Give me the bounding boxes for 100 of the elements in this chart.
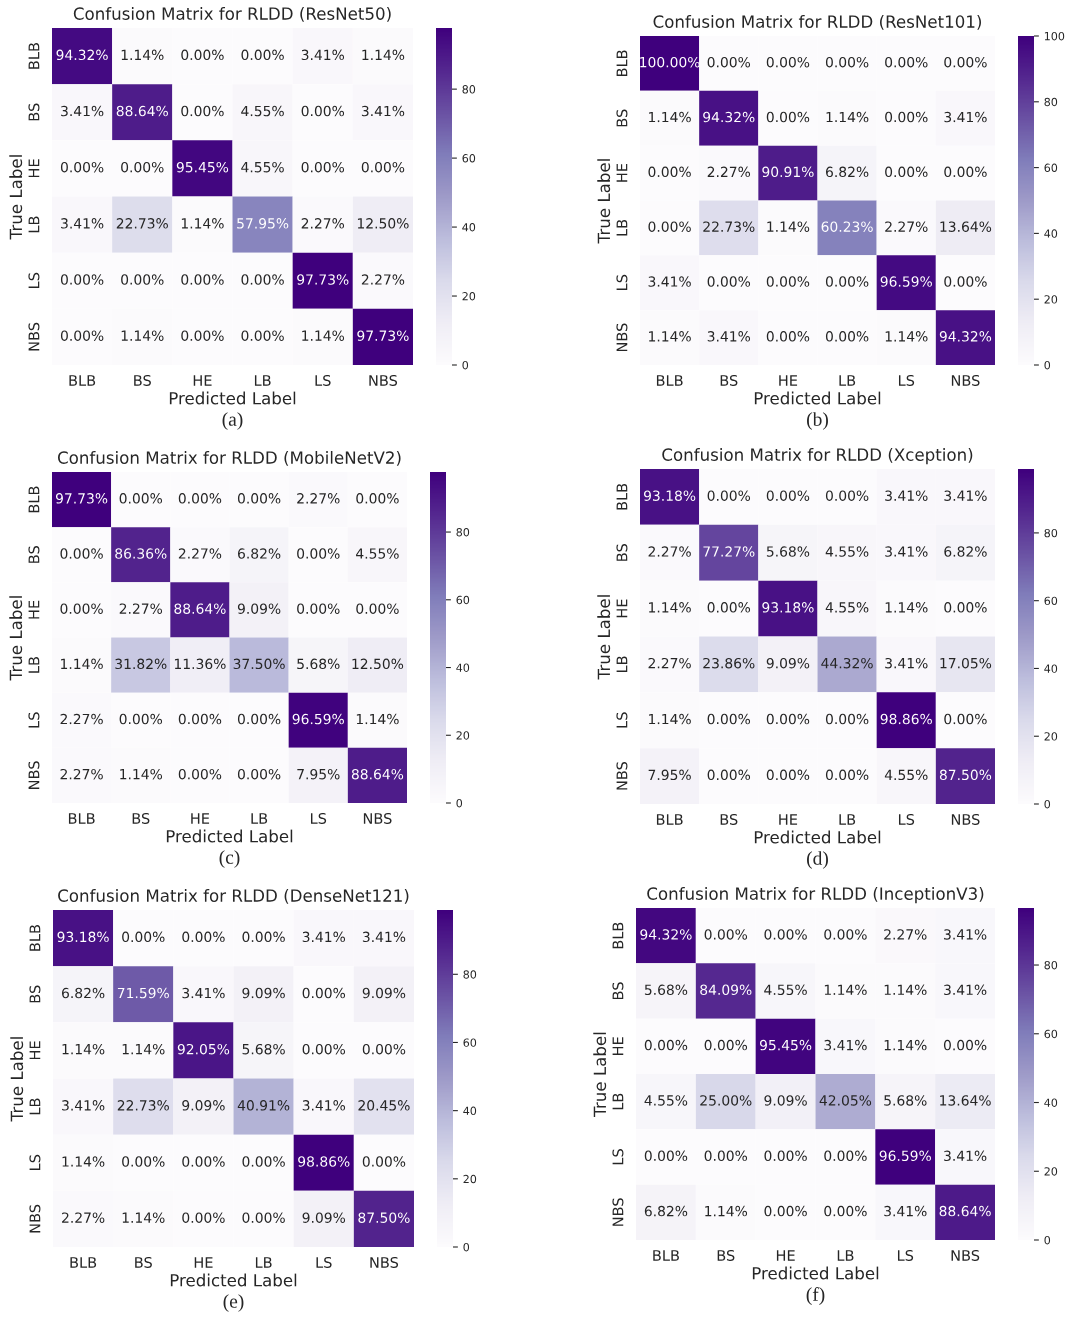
- data-label: 87.50%: [358, 1212, 410, 1223]
- data-label: 0.00%: [648, 221, 691, 232]
- data-label: 0.00%: [824, 1150, 867, 1162]
- data-label: 97.73%: [55, 493, 108, 504]
- data-label: 0.00%: [766, 769, 810, 781]
- data-label: 1.14%: [767, 221, 810, 232]
- data-label: 94.32%: [640, 929, 692, 940]
- data-label: 1.14%: [122, 1043, 165, 1055]
- data-label: 2.27%: [707, 166, 751, 178]
- data-label: 12.50%: [357, 218, 409, 229]
- data-label: 37.50%: [233, 658, 285, 670]
- data-label: 0.00%: [119, 493, 163, 504]
- data-label: 0.00%: [707, 276, 751, 287]
- y-tick-label: NBS: [28, 761, 40, 789]
- x-tick-label: HE: [779, 375, 798, 386]
- x-tick-label: LB: [255, 1257, 272, 1268]
- data-label: 0.00%: [766, 276, 810, 287]
- data-label: 9.09%: [764, 1095, 807, 1106]
- data-label: 3.41%: [824, 1039, 867, 1051]
- color-bar-label: 20: [1044, 732, 1058, 741]
- data-label: 0.00%: [707, 602, 751, 613]
- y-tick-label: BLB: [29, 925, 41, 951]
- data-label: 0.00%: [704, 1150, 748, 1162]
- data-label: 0.00%: [122, 1156, 165, 1167]
- x-axis-title: Predicted Label: [166, 829, 293, 843]
- data-label: 3.41%: [302, 1100, 346, 1111]
- y-axis-title: True Label: [10, 1037, 24, 1122]
- y-tick-label: LB: [612, 1093, 624, 1110]
- data-label: 1.14%: [121, 49, 164, 61]
- data-label: 94.32%: [703, 111, 755, 123]
- y-tick-label: BLB: [612, 922, 624, 949]
- y-tick-label: HE: [28, 600, 40, 619]
- data-label: 0.00%: [297, 548, 340, 559]
- data-label: 1.14%: [649, 111, 691, 123]
- data-label: 0.00%: [242, 1156, 285, 1167]
- data-label: 84.09%: [700, 984, 752, 996]
- data-label: 1.14%: [885, 602, 928, 613]
- data-label: 0.00%: [182, 1156, 225, 1167]
- color-bar-label: 100: [1044, 31, 1065, 41]
- data-label: 0.00%: [766, 331, 810, 342]
- data-label: 0.00%: [944, 713, 987, 725]
- data-label: 71.59%: [117, 987, 169, 999]
- data-label: 0.00%: [766, 111, 810, 123]
- x-tick-label: LS: [897, 1249, 914, 1262]
- data-label: 0.00%: [766, 56, 810, 68]
- data-label: 94.32%: [56, 49, 108, 61]
- y-axis-title: True Label: [593, 1032, 607, 1117]
- data-label: 0.00%: [301, 161, 345, 173]
- data-label: 0.00%: [943, 1039, 987, 1051]
- x-tick-label: BS: [720, 813, 738, 826]
- data-label: 1.14%: [121, 330, 164, 341]
- data-label: 3.41%: [302, 931, 346, 943]
- y-axis-title: True Label: [597, 159, 611, 244]
- text: (f): [806, 1287, 825, 1305]
- data-label: 0.00%: [182, 931, 225, 943]
- data-label: 0.00%: [121, 161, 164, 173]
- x-tick-label: LS: [310, 812, 327, 825]
- color-bar-label: 80: [456, 528, 470, 537]
- data-label: 0.00%: [181, 49, 224, 61]
- data-label: 1.14%: [62, 1043, 105, 1055]
- color-bar-label: 20: [1044, 295, 1058, 304]
- data-label: 4.55%: [825, 602, 869, 613]
- data-label: 5.68%: [884, 1095, 927, 1106]
- data-label: 0.00%: [944, 166, 987, 178]
- chart-title: Confusion Matrix for RLDD (Xception): [662, 448, 973, 465]
- x-tick-label: NBS: [951, 1249, 980, 1262]
- data-label: 7.95%: [297, 768, 340, 780]
- x-tick-label: LS: [315, 374, 331, 387]
- data-label: 25.00%: [700, 1095, 752, 1106]
- chart-title: Confusion Matrix for RLDD (MobileNetV2): [57, 451, 401, 466]
- data-label: 0.00%: [766, 490, 810, 501]
- data-label: 2.27%: [885, 221, 928, 232]
- data-label: 3.41%: [648, 276, 691, 287]
- data-label: 9.09%: [237, 603, 281, 614]
- data-label: 9.09%: [362, 987, 406, 999]
- color-bar-label: 0: [462, 360, 469, 370]
- data-label: 6.82%: [61, 987, 105, 999]
- data-label: 0.00%: [237, 713, 281, 725]
- data-label: 42.05%: [819, 1095, 872, 1106]
- data-label: 0.00%: [825, 713, 869, 725]
- data-label: 3.41%: [885, 490, 928, 501]
- data-label: 0.00%: [362, 1043, 406, 1055]
- data-label: 3.41%: [361, 105, 405, 117]
- x-tick-label: NBS: [363, 812, 392, 825]
- data-label: 1.14%: [885, 331, 928, 342]
- data-label: 0.00%: [119, 713, 163, 725]
- data-label: 3.41%: [62, 1100, 105, 1111]
- data-label: 0.00%: [824, 929, 867, 940]
- data-label: 0.00%: [944, 602, 987, 613]
- data-label: 0.00%: [181, 274, 224, 285]
- data-label: 0.00%: [824, 1205, 867, 1217]
- y-tick-label: BS: [612, 982, 624, 1000]
- data-label: 0.00%: [764, 1205, 807, 1217]
- data-label: 1.14%: [824, 984, 867, 996]
- y-tick-label: LS: [616, 274, 628, 291]
- data-label: 0.00%: [648, 166, 691, 178]
- data-label: 9.09%: [242, 987, 285, 999]
- x-tick-label: BLB: [656, 375, 683, 386]
- x-tick-label: HE: [779, 814, 798, 825]
- data-label: 3.41%: [944, 111, 987, 123]
